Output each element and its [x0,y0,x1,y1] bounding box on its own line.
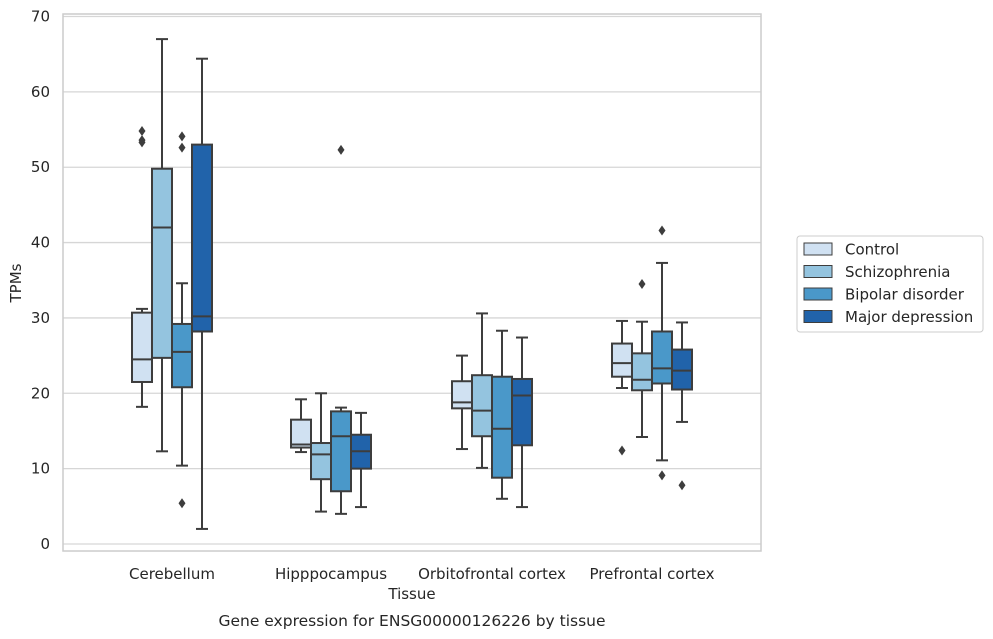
iqr-box [671,348,693,391]
iqr-box [451,380,473,410]
y-tick-label: 20 [31,384,50,402]
y-tick-labels: 0 10 20 30 40 50 60 70 [31,8,50,554]
box-bipolar-disorder [651,225,673,481]
y-tick-label: 60 [31,83,50,101]
iqr-box [631,352,653,392]
box-major-depression [511,336,533,509]
outlier-point [678,480,686,491]
y-tick-label: 70 [31,8,50,26]
x-tick-label: Hipppocampus [275,565,387,583]
y-axis-label: TPMs [7,263,25,303]
legend-entry-label: Bipolar disorder [845,286,965,304]
outlier-point [138,135,146,146]
box-schizophrenia [151,38,173,453]
x-tick-label: Prefrontal cortex [590,565,715,583]
iqr-box [651,330,673,385]
iqr-box [330,410,352,493]
legend-entry-label: Control [845,241,899,259]
legend-entry-label: Schizophrenia [845,263,950,281]
iqr-box [310,442,332,481]
box-control [290,398,312,454]
iqr-box [511,377,533,447]
legend-swatch [803,265,833,278]
boxes [131,38,693,530]
outlier-point [618,445,626,456]
outlier-point [178,498,186,509]
iqr-box [191,143,213,333]
box-major-depression [350,411,372,509]
iqr-box [151,167,173,359]
outlier-point [638,279,646,290]
outlier-point [658,225,666,236]
legend-swatch [803,242,833,256]
box-schizophrenia [310,392,332,513]
iqr-box [491,375,513,479]
box-control [131,126,153,408]
legend-swatch [803,287,833,301]
y-tick-label: 40 [31,234,50,252]
legend-swatch [803,310,833,323]
outlier-point [658,470,666,481]
box-major-depression [671,321,693,491]
box-schizophrenia [631,279,653,438]
legend-frame [796,235,984,333]
iqr-box [611,342,633,378]
plot-area-frame [62,13,762,552]
iqr-box [290,418,312,449]
outlier-point [178,131,186,142]
box-bipolar-disorder [171,131,193,509]
box-major-depression [191,57,213,530]
iqr-box [471,374,493,438]
x-tick-label: Cerebellum [129,565,215,583]
legend: Control Schizophrenia Bipolar disorder Majo… [796,235,984,333]
x-axis-label: Tissue [387,585,435,603]
x-tick-label: Orbitofrontal cortex [418,565,566,583]
iqr-box [171,322,193,389]
outlier-point [337,144,345,155]
y-tick-label: 10 [31,460,50,478]
gridlines [63,15,761,545]
figure-caption: Gene expression for ENSG00000126226 by t… [218,612,605,630]
y-tick-label: 30 [31,309,50,327]
y-tick-label: 0 [40,535,50,553]
iqr-box [131,311,153,383]
y-tick-label: 50 [31,158,50,176]
outlier-point [138,126,146,137]
legend-entry-label: Major depression [845,308,973,326]
x-tick-labels: Cerebellum Hipppocampus Orbitofrontal cort… [129,565,715,583]
outlier-point [178,142,186,153]
